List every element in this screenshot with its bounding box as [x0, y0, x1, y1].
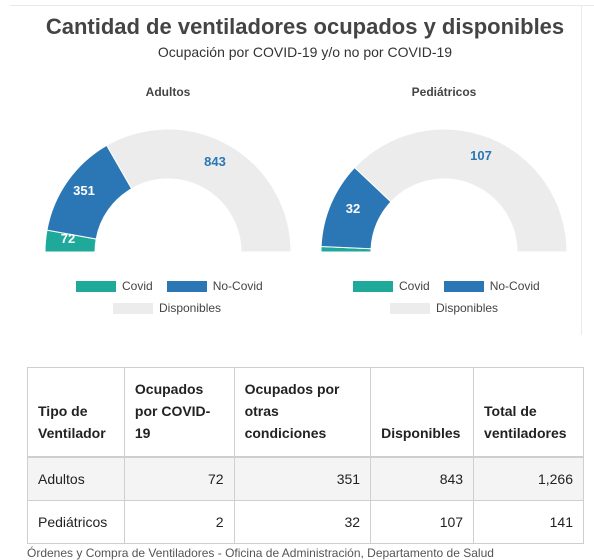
- legend-item-covid[interactable]: Covid: [76, 279, 153, 293]
- cell-covid: 72: [123, 456, 235, 501]
- cell-otras: 351: [233, 456, 372, 501]
- gauge-pediatricos: Pediátricos 32 107: [320, 85, 568, 253]
- header-covid: Ocupados por COVID-19: [123, 367, 235, 458]
- legend-adultos: Covid No-Covid: [76, 279, 277, 293]
- gauge-segment-disponibles[interactable]: [353, 128, 568, 253]
- legend-swatch-nocovid: [443, 280, 484, 292]
- cell-total: 1,266: [473, 456, 584, 501]
- chart-title: Cantidad de ventiladores ocupados y disp…: [45, 14, 565, 39]
- legend-swatch-nocovid: [166, 280, 207, 292]
- legend-label-covid: Covid: [122, 279, 153, 293]
- legend-pediatricos: Covid No-Covid: [353, 279, 554, 293]
- panel-border-top: [10, 5, 594, 6]
- legend-label-disponibles: Disponibles: [436, 301, 499, 315]
- cell-tipo: Adultos: [27, 456, 125, 501]
- data-label-nocovid: 32: [346, 201, 360, 216]
- legend-label-covid: Covid: [399, 279, 430, 293]
- table-row: Pediátricos 2 32 107 141: [27, 500, 584, 544]
- legend-item-covid[interactable]: Covid: [353, 279, 430, 293]
- ventiladores-table: Tipo de Ventilador Ocupados por COVID-19…: [27, 367, 584, 544]
- legend-pediatricos-row2: Disponibles: [390, 301, 512, 315]
- legend-label-nocovid: No-Covid: [212, 279, 263, 293]
- gauge-title: Pediátricos: [412, 85, 477, 99]
- legend-item-disponibles[interactable]: Disponibles: [390, 301, 498, 315]
- gauge-adultos: Adultos 72 351 843: [44, 85, 292, 253]
- panel-border-right: [581, 5, 582, 335]
- chart-subtitle: Ocupación por COVID-19 y/o no por COVID-…: [157, 44, 453, 60]
- header-disponibles: Disponibles: [370, 367, 475, 458]
- legend-label-nocovid: No-Covid: [489, 279, 540, 293]
- table-header-row: Tipo de Ventilador Ocupados por COVID-19…: [27, 367, 584, 458]
- legend-item-nocovid[interactable]: No-Covid: [166, 279, 263, 293]
- legend-item-nocovid[interactable]: No-Covid: [443, 279, 540, 293]
- source-note: Órdenes y Compra de Ventiladores - Ofici…: [27, 546, 494, 560]
- header-otras: Ocupados por otras condiciones: [233, 367, 372, 458]
- data-label-disponibles: 107: [470, 148, 492, 163]
- header-tipo: Tipo de Ventilador: [27, 367, 125, 458]
- legend-swatch-disponibles: [113, 302, 153, 314]
- legend-label-disponibles: Disponibles: [159, 301, 222, 315]
- gauge-title: Adultos: [146, 85, 191, 99]
- data-label-nocovid: 351: [73, 183, 95, 198]
- legend-swatch-covid: [76, 280, 116, 292]
- cell-disponibles: 843: [370, 456, 475, 501]
- table-row: Adultos 72 351 843 1,266: [27, 456, 584, 501]
- cell-total: 141: [473, 500, 584, 544]
- gauge-segment-disponibles[interactable]: [106, 128, 292, 253]
- data-label-disponibles: 843: [204, 154, 226, 169]
- header-total: Total de ventiladores: [473, 367, 584, 458]
- gauges-svg: Adultos 72 351 843 Pediátricos 32 107: [44, 85, 568, 253]
- legend-swatch-covid: [353, 280, 393, 292]
- legend-swatch-disponibles: [390, 302, 430, 314]
- cell-tipo: Pediátricos: [27, 500, 125, 544]
- cell-otras: 32: [233, 500, 372, 544]
- cell-covid: 2: [123, 500, 235, 544]
- cell-disponibles: 107: [370, 500, 475, 544]
- data-label-covid: 72: [61, 231, 75, 246]
- legend-item-disponibles[interactable]: Disponibles: [113, 301, 221, 315]
- legend-adultos-row2: Disponibles: [113, 301, 235, 315]
